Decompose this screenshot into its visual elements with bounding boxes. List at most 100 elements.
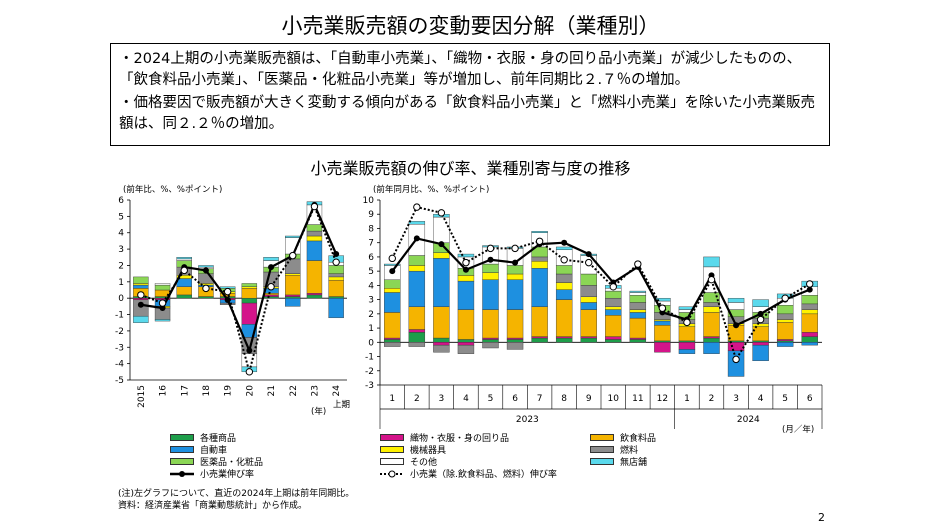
chart2-xtick-label: 5 [488, 394, 494, 404]
chart1-bar-medicine [154, 284, 171, 291]
chart1-bar-food [241, 288, 258, 299]
chart2-xtick-label: 2 [709, 394, 715, 404]
chart2-bar-food [776, 322, 794, 340]
chart1-ytick-label: 2 [118, 261, 124, 271]
chart2-bar-fuel [580, 285, 597, 297]
chart2-point-ex-food-fuel [658, 304, 667, 312]
legend-nonstore: 無店舗 [590, 456, 647, 468]
chart1-bar-medicine [133, 276, 149, 284]
legend-swatch-medicine [170, 458, 194, 465]
chart2-ytick-label: 3 [368, 296, 374, 306]
chart2-bar-food [678, 326, 696, 342]
chart1-bar-nonstore [263, 257, 279, 261]
chart2-point-ex-food-fuel [732, 355, 740, 364]
chart1-xtick-label: 17 [180, 385, 190, 396]
chart1-point-total [137, 301, 144, 308]
chart1-bar-nonstore [176, 257, 192, 260]
chart2-point-ex-food-fuel [609, 283, 617, 291]
chart1-bar-medicine [241, 283, 258, 287]
chart1-ytick-label: 3 [118, 245, 124, 255]
chart2-bar-machinery [752, 323, 769, 327]
chart2-ytick-label: -2 [365, 367, 374, 377]
chart2-bar-fuel [506, 342, 524, 350]
chart2-bar-fuel [801, 303, 818, 310]
chart2-bar-general [580, 337, 597, 343]
chart2-bar-medicine [555, 265, 573, 275]
chart2-bar-textile [555, 336, 573, 339]
chart1-ytick-label: -1 [115, 311, 124, 321]
chart2-bar-food [580, 309, 597, 337]
chart2-bar-general [408, 332, 426, 343]
chart2-bar-auto [506, 279, 524, 310]
legend-textile: 織物・衣服・身の回り品 [380, 432, 509, 444]
legend-food: 飲食料品 [590, 432, 656, 444]
legend-total: 小売業伸び率 [170, 468, 254, 480]
chart1-point-ex-food-fuel [158, 299, 167, 307]
legend-swatch-auto [170, 446, 194, 453]
chart2-bar-fuel [482, 342, 499, 349]
chart2-bar-medicine [776, 305, 794, 315]
chart2-bar-textile [654, 342, 671, 353]
chart1-bar-machinery [241, 286, 258, 289]
legend-line-total [170, 470, 194, 477]
chart2-bar-auto [384, 292, 401, 313]
chart2-bar-fuel [457, 344, 475, 354]
chart1-bar-general [241, 297, 258, 304]
chart2-bar-machinery [408, 265, 426, 272]
chart1-bar-other [154, 283, 171, 286]
chart2-bar-food [752, 326, 769, 342]
chart1-point-ex-food-fuel [223, 287, 232, 296]
chart1-bar-other [241, 353, 258, 368]
chart2-bar-general [531, 337, 548, 343]
chart2-point-ex-food-fuel [756, 315, 765, 324]
chart2-xtick-label: 4 [758, 394, 764, 404]
chart1-bar-general [328, 296, 344, 299]
chart1-bar-food [285, 275, 301, 296]
chart1-bar-nonstore [133, 315, 149, 323]
chart1-last-label: 上期 [333, 400, 350, 410]
summary-bullet-2: ・価格要因で販売額が大きく変動する傾向がある「飲食料品小売業」と「燃料小売業」を… [119, 95, 815, 132]
legend-machinery: 機械器具 [380, 444, 446, 456]
chart2-bar-auto [678, 349, 696, 354]
chart2-point-total [512, 259, 519, 266]
chart2-point-total [462, 266, 469, 273]
chart2-xtick-label: 6 [807, 394, 813, 404]
chart2-point-total [757, 310, 764, 317]
chart2-bar-general [752, 340, 769, 343]
chart1-bar-auto [285, 297, 301, 307]
chart2-point-ex-food-fuel [781, 294, 789, 302]
chart2-point-total [389, 268, 396, 275]
chart2-line-ex-food-fuel [391, 205, 811, 362]
chart1-bar-food [328, 279, 344, 297]
chart2-bar-auto [801, 342, 818, 346]
chart1-point-ex-food-fuel [332, 258, 340, 266]
chart1-bar-food [176, 286, 192, 296]
chart2-bar-auto [629, 312, 647, 319]
chart2-bar-fuel [703, 302, 720, 307]
chart1-xtick-label: 2015 [137, 385, 147, 408]
chart2-point-total [585, 251, 592, 258]
chart2-bar-food [801, 313, 818, 333]
chart1-point-ex-food-fuel [202, 284, 210, 293]
chart2-point-ex-food-fuel [683, 318, 691, 327]
chart2-xtick-label: 11 [632, 394, 643, 404]
chart2-bar-food [408, 306, 426, 330]
chart2-bar-auto [703, 342, 720, 354]
chart2-xtick-label: 10 [608, 394, 620, 404]
chart2-bar-general [605, 339, 622, 343]
chart2-ytick-label: 5 [368, 267, 374, 277]
chart1-bar-food [263, 293, 279, 296]
chart2-bar-nonstore [384, 263, 401, 266]
chart2-xtick-label: 1 [684, 394, 690, 404]
chart1-bar-fuel [285, 258, 301, 274]
chart2-bar-nonstore [408, 221, 426, 225]
chart2-bar-textile [727, 342, 745, 352]
legend-swatch-other [380, 458, 404, 465]
chart2-bar-food [482, 309, 499, 339]
chart1-bar-nonstore [154, 319, 171, 322]
chart2-bar-nonstore [457, 253, 475, 258]
notes: (注)左グラフについて、直近の2024年上期は前年同期比。 資料：経済産業省「商… [118, 488, 354, 512]
chart2-bar-fuel [384, 342, 401, 347]
chart2-point-ex-food-fuel [707, 275, 716, 284]
